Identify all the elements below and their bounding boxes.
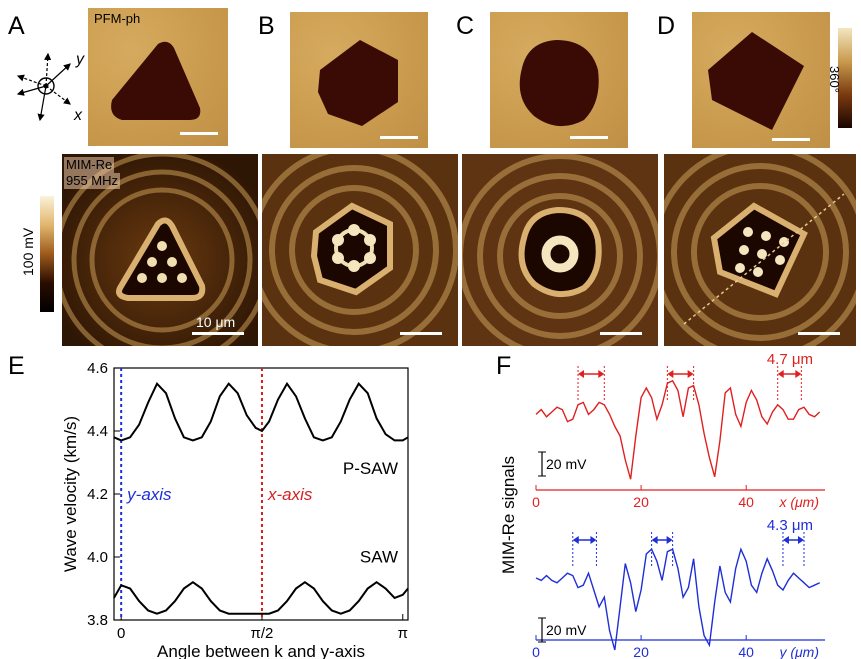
- f-trace-0: [535, 379, 821, 480]
- panel-label-d: D: [657, 12, 676, 40]
- f-period-arrowhead: [667, 370, 674, 378]
- mim-image-d: [664, 154, 856, 346]
- x-tick-label: π/2: [251, 625, 274, 642]
- f-period-arrowhead: [572, 536, 579, 544]
- panel-label-f: F: [496, 352, 512, 380]
- f-period-arrowhead: [578, 370, 585, 378]
- f-period-label-0: 4.7 μm: [767, 351, 813, 368]
- f-period-label-1: 4.3 μm: [767, 517, 813, 534]
- y-tick-label: 3.8: [87, 612, 108, 629]
- f-period-arrowhead: [651, 536, 658, 544]
- f-scale-label-1: 20 mV: [546, 622, 587, 638]
- y-tick-label: 4.0: [87, 549, 108, 566]
- crystal-axes-icon: y x: [16, 51, 85, 124]
- pfm-tag: PFM-ph: [94, 11, 141, 26]
- y-axis-label: Wave velocity (km/s): [61, 416, 80, 572]
- panel-label-b: B: [258, 12, 275, 40]
- f-period-arrowhead: [797, 536, 804, 544]
- phase-colorbar: [838, 28, 852, 128]
- f-x-axis-label-0: x (μm): [778, 494, 819, 510]
- phase-colorbar-label: 360°: [827, 66, 842, 93]
- y-tick-label: 4.6: [87, 360, 108, 377]
- series-label-p-saw: P-SAW: [343, 459, 398, 478]
- series-label-saw: SAW: [360, 548, 398, 567]
- pfm-image-c: [490, 12, 628, 148]
- axis-marker-label: y-axis: [126, 485, 172, 504]
- mim-colorbar: [40, 196, 54, 312]
- mim-tag-line2: 955 MHz: [64, 173, 121, 189]
- f-period-arrowhead: [590, 536, 597, 544]
- x-axis-label: Angle between k and y-axis: [157, 642, 365, 659]
- mim-tag-line1: MIM-Re: [64, 157, 115, 173]
- mim-image-a: MIM-Re 955 MHz 10 μm: [62, 154, 258, 346]
- f-y-axis-label: MIM-Re signals: [499, 456, 518, 574]
- f-x-tick-label: 0: [532, 644, 540, 659]
- axis-y-label: y: [75, 51, 85, 68]
- axis-x-label: x: [73, 107, 83, 124]
- f-x-tick-label: 40: [738, 644, 754, 659]
- f-x-tick-label: 40: [738, 494, 754, 510]
- mim-image-b: [262, 154, 458, 346]
- f-period-arrowhead: [795, 370, 802, 378]
- f-x-tick-label: 0: [532, 494, 540, 510]
- series-line-saw: [113, 580, 409, 615]
- panel-label-a: A: [8, 12, 25, 40]
- x-tick-label: π: [398, 625, 408, 642]
- series-line-p-saw: [113, 381, 409, 442]
- x-tick-label: 0: [117, 625, 125, 642]
- f-period-arrowhead: [782, 536, 789, 544]
- mim-image-c: [462, 154, 658, 346]
- scale-bar-label: 10 μm: [196, 314, 236, 330]
- panel-label-e: E: [8, 352, 25, 380]
- pfm-image-a: PFM-ph: [88, 8, 228, 146]
- chart-f: MIM-Re signals 0 20 40 x (μm) 20 mV 4.7 μm 0 20 4…: [499, 351, 825, 659]
- pfm-image-d: [692, 12, 830, 148]
- f-x-tick-label: 20: [633, 644, 649, 659]
- f-period-arrowhead: [777, 370, 784, 378]
- pfm-image-b: [290, 12, 428, 148]
- y-tick-label: 4.4: [87, 423, 108, 440]
- panel-label-c: C: [456, 12, 475, 40]
- f-period-arrowhead: [598, 370, 605, 378]
- mim-colorbar-label: 100 mV: [20, 227, 36, 276]
- f-scale-label-0: 20 mV: [546, 456, 587, 472]
- f-x-axis-label-1: y (μm): [778, 644, 819, 659]
- chart-e: 3.8 4.0 4.2 4.4 4.6 0 π/2 π y-axis x-axis P-SAW SAW…: [61, 360, 409, 659]
- f-period-arrowhead: [687, 370, 694, 378]
- axis-marker-label: x-axis: [267, 485, 313, 504]
- y-tick-label: 4.2: [87, 486, 108, 503]
- f-trace-1: [535, 547, 820, 651]
- f-x-tick-label: 20: [633, 494, 649, 510]
- f-period-arrowhead: [666, 536, 673, 544]
